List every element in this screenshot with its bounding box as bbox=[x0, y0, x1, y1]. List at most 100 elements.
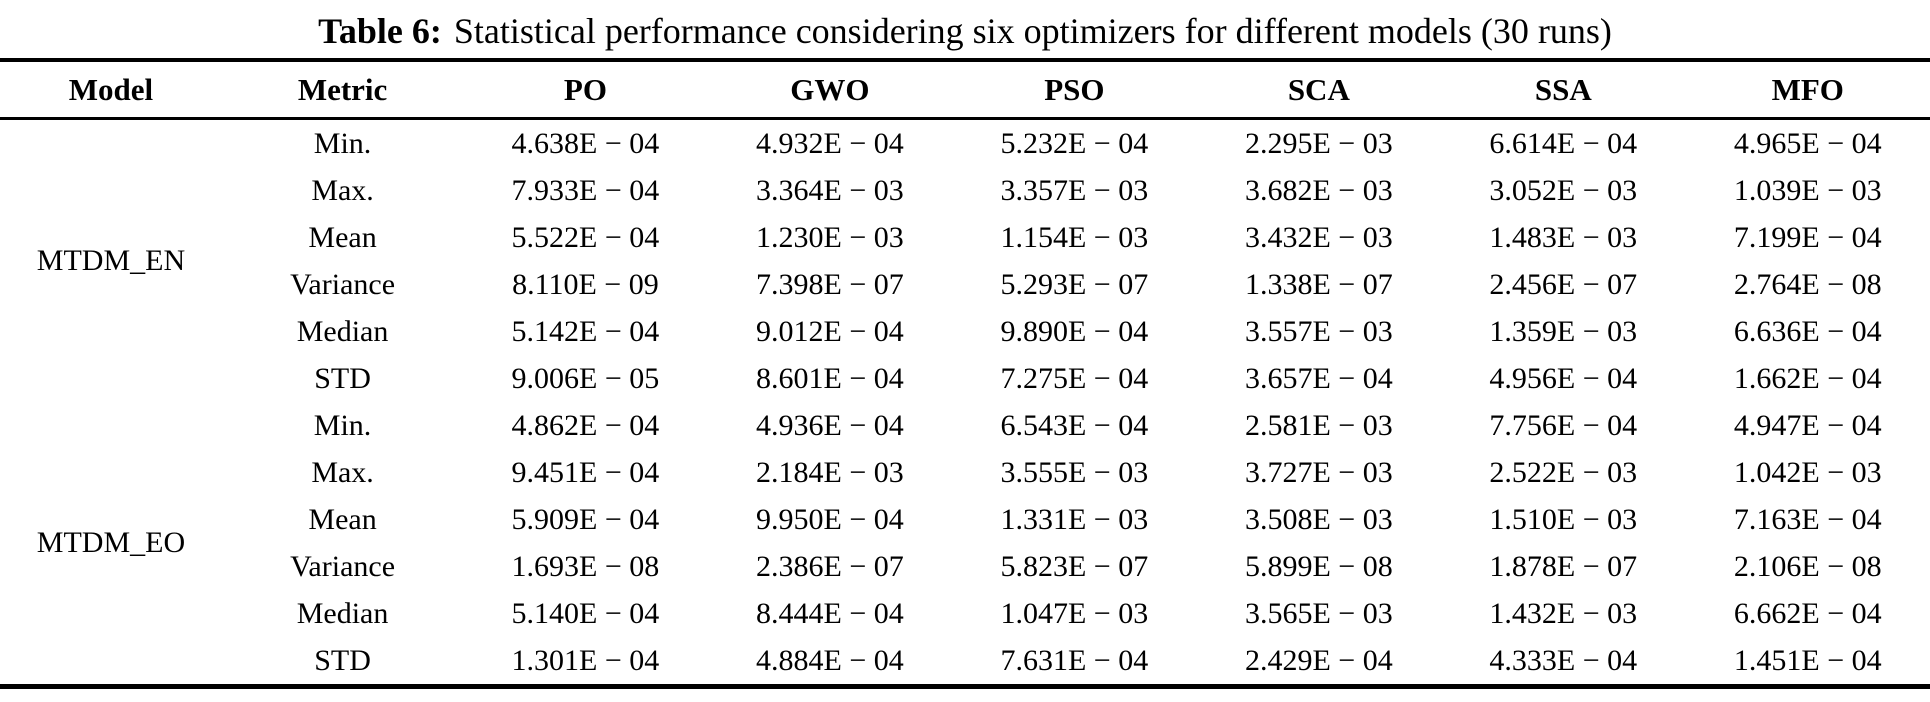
value-cell: 1.878E − 07 bbox=[1489, 549, 1638, 583]
column-header-ssa: SSA bbox=[1534, 71, 1592, 107]
value-cell: 1.047E − 03 bbox=[1000, 596, 1149, 630]
value-cell: 1.432E − 03 bbox=[1489, 596, 1638, 630]
value-cell: 7.756E − 04 bbox=[1489, 408, 1638, 442]
table-row: STD 9.006E − 05 8.601E − 04 7.275E − 04 3.65… bbox=[0, 355, 1930, 402]
column-header-po: PO bbox=[563, 71, 607, 107]
model-cell: MTDM_EN bbox=[36, 244, 186, 277]
value-cell: 7.163E − 04 bbox=[1733, 502, 1882, 536]
table-row: STD 1.301E − 04 4.884E − 04 7.631E − 04 2.42… bbox=[0, 637, 1930, 687]
value-cell: 5.142E − 04 bbox=[511, 314, 660, 348]
table-body: MTDM_EN Min. 4.638E − 04 4.932E − 04 5.232E … bbox=[0, 119, 1930, 687]
value-cell: 7.933E − 04 bbox=[511, 173, 660, 207]
table-row: Median 5.142E − 04 9.012E − 04 9.890E − 04 3… bbox=[0, 308, 1930, 355]
value-cell: 1.230E − 03 bbox=[756, 220, 904, 254]
statistics-table: Model Metric PO GWO PSO SCA SSA MFO MTDM_EN Min.… bbox=[0, 58, 1930, 689]
value-cell: 1.483E − 03 bbox=[1489, 220, 1638, 254]
value-cell: 3.555E − 03 bbox=[1000, 455, 1149, 489]
value-cell: 7.275E − 04 bbox=[1000, 361, 1149, 395]
value-cell: 4.884E − 04 bbox=[756, 643, 904, 677]
column-header-model: Model bbox=[68, 71, 154, 107]
table-row: MTDM_EN Min. 4.638E − 04 4.932E − 04 5.232E … bbox=[0, 119, 1930, 278]
metric-cell: Min. bbox=[313, 126, 372, 160]
table-row: MTDM_EO Min. 4.862E − 04 4.936E − 04 6.543E … bbox=[0, 402, 1930, 560]
value-cell: 7.199E − 04 bbox=[1733, 220, 1882, 254]
table-caption: Table 6: Statistical performance consider… bbox=[0, 0, 1930, 58]
metric-cell: Variance bbox=[290, 549, 396, 583]
value-cell: 6.614E − 04 bbox=[1489, 126, 1638, 160]
value-cell: 2.106E − 08 bbox=[1733, 549, 1882, 583]
value-cell: 1.451E − 04 bbox=[1733, 643, 1882, 677]
model-cell: MTDM_EO bbox=[36, 526, 186, 559]
value-cell: 9.006E − 05 bbox=[511, 361, 660, 395]
value-cell: 4.947E − 04 bbox=[1733, 408, 1882, 442]
value-cell: 1.359E − 03 bbox=[1489, 314, 1638, 348]
column-header-mfo: MFO bbox=[1771, 71, 1844, 107]
table-row: Mean 5.909E − 04 9.950E − 04 1.331E − 03 3.5… bbox=[0, 496, 1930, 543]
metric-cell: Max. bbox=[311, 173, 374, 207]
value-cell: 3.508E − 03 bbox=[1244, 502, 1393, 536]
table-row: Variance 8.110E − 09 7.398E − 07 5.293E − 0… bbox=[0, 261, 1930, 308]
value-cell: 9.012E − 04 bbox=[756, 314, 904, 348]
value-cell: 8.601E − 04 bbox=[756, 361, 904, 395]
value-cell: 4.936E − 04 bbox=[756, 408, 904, 442]
value-cell: 2.764E − 08 bbox=[1733, 267, 1882, 301]
table-row: Mean 5.522E − 04 1.230E − 03 1.154E − 03 3.4… bbox=[0, 214, 1930, 261]
value-cell: 3.682E − 03 bbox=[1244, 173, 1393, 207]
value-cell: 4.862E − 04 bbox=[511, 408, 660, 442]
value-cell: 9.890E − 04 bbox=[1000, 314, 1149, 348]
metric-cell: Max. bbox=[311, 455, 374, 489]
value-cell: 2.295E − 03 bbox=[1244, 126, 1393, 160]
value-cell: 2.386E − 07 bbox=[756, 549, 904, 583]
value-cell: 5.232E − 04 bbox=[1000, 126, 1149, 160]
value-cell: 3.727E − 03 bbox=[1244, 455, 1393, 489]
value-cell: 7.631E − 04 bbox=[1000, 643, 1149, 677]
value-cell: 2.456E − 07 bbox=[1489, 267, 1638, 301]
value-cell: 1.042E − 03 bbox=[1733, 455, 1882, 489]
value-cell: 5.293E − 07 bbox=[1000, 267, 1149, 301]
value-cell: 3.357E − 03 bbox=[1000, 173, 1149, 207]
table-row: Max. 9.451E − 04 2.184E − 03 3.555E − 03 3.7… bbox=[0, 449, 1930, 496]
value-cell: 5.909E − 04 bbox=[511, 502, 660, 536]
table-row: Median 5.140E − 04 8.444E − 04 1.047E − 03 3… bbox=[0, 590, 1930, 637]
value-cell: 1.662E − 04 bbox=[1733, 361, 1882, 395]
value-cell: 6.543E − 04 bbox=[1000, 408, 1149, 442]
table-row: Max. 7.933E − 04 3.364E − 03 3.357E − 03 3.6… bbox=[0, 167, 1930, 214]
value-cell: 9.451E − 04 bbox=[511, 455, 660, 489]
metric-cell: Median bbox=[296, 314, 389, 348]
value-cell: 3.432E − 03 bbox=[1244, 220, 1393, 254]
value-cell: 3.052E − 03 bbox=[1489, 173, 1638, 207]
value-cell: 4.333E − 04 bbox=[1489, 643, 1638, 677]
column-header-gwo: GWO bbox=[790, 71, 870, 107]
value-cell: 9.950E − 04 bbox=[756, 502, 904, 536]
metric-cell: Mean bbox=[308, 220, 377, 254]
value-cell: 1.338E − 07 bbox=[1244, 267, 1393, 301]
value-cell: 2.429E − 04 bbox=[1244, 643, 1393, 677]
value-cell: 4.932E − 04 bbox=[756, 126, 904, 160]
value-cell: 3.565E − 03 bbox=[1244, 596, 1393, 630]
value-cell: 4.956E − 04 bbox=[1489, 361, 1638, 395]
metric-cell: Median bbox=[296, 596, 389, 630]
value-cell: 5.522E − 04 bbox=[511, 220, 660, 254]
value-cell: 5.899E − 08 bbox=[1244, 549, 1393, 583]
value-cell: 2.581E − 03 bbox=[1244, 408, 1393, 442]
value-cell: 1.301E − 04 bbox=[511, 643, 660, 677]
column-header-pso: PSO bbox=[1044, 71, 1105, 107]
table-header: Model Metric PO GWO PSO SCA SSA MFO bbox=[0, 60, 1930, 119]
metric-cell: STD bbox=[314, 643, 371, 677]
metric-cell: Variance bbox=[290, 267, 396, 301]
value-cell: 1.154E − 03 bbox=[1000, 220, 1149, 254]
value-cell: 1.510E − 03 bbox=[1489, 502, 1638, 536]
table-row: Variance 1.693E − 08 2.386E − 07 5.823E − 0… bbox=[0, 543, 1930, 590]
value-cell: 1.039E − 03 bbox=[1733, 173, 1882, 207]
column-header-metric: Metric bbox=[297, 71, 388, 107]
value-cell: 5.140E − 04 bbox=[511, 596, 660, 630]
value-cell: 5.823E − 07 bbox=[1000, 549, 1149, 583]
value-cell: 6.636E − 04 bbox=[1733, 314, 1882, 348]
value-cell: 1.331E − 03 bbox=[1000, 502, 1149, 536]
table-caption-label: Table 6: bbox=[318, 11, 442, 51]
table-caption-text: Statistical performance considering six … bbox=[453, 11, 1612, 51]
column-header-sca: SCA bbox=[1287, 71, 1350, 107]
value-cell: 4.638E − 04 bbox=[511, 126, 660, 160]
value-cell: 8.444E − 04 bbox=[756, 596, 904, 630]
